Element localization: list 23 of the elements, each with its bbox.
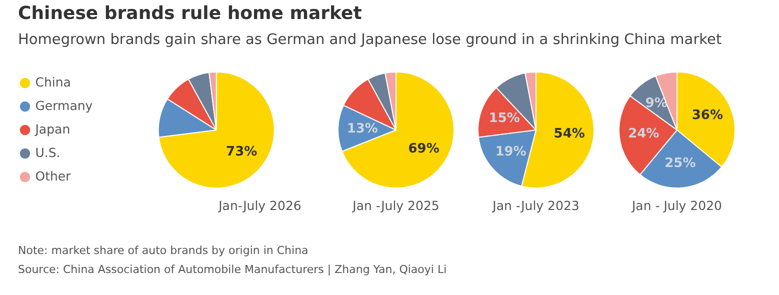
- data-label: 54%: [554, 126, 585, 142]
- data-label: 36%: [692, 108, 723, 124]
- text: Note: market share of auto brands by origin in China: [18, 244, 308, 257]
- legend-label: Germany: [35, 98, 94, 113]
- slice-label: Jan - July 2020: [630, 198, 723, 213]
- source-note: Source: China Association of Automobile Manufacturers | Zhang Yan, Qiaoyi Li: [18, 263, 447, 276]
- data-label: 69%: [408, 141, 440, 156]
- data-label: 24%: [628, 126, 660, 142]
- slice-label: Jan-July 2026: [217, 198, 302, 213]
- chart-title: Chinese brands rule home market: [18, 3, 362, 24]
- data-label: 13%: [346, 121, 378, 136]
- legend-label: China: [35, 74, 71, 90]
- legend-label: Other: [35, 168, 72, 184]
- slice-label: Jan -July 2023: [491, 198, 580, 213]
- data-label: 25%: [664, 156, 696, 171]
- data-label: 15%: [488, 110, 520, 126]
- data-label: 73%: [226, 144, 258, 160]
- slice-label: Jan -July 2025: [351, 198, 440, 213]
- data-label: 19%: [495, 144, 526, 160]
- data-label: 9%: [645, 96, 668, 111]
- legend-label: U.S.: [35, 144, 60, 160]
- chart-subtitle: Homegrown brands gain share as German and Japanese lose ground in a shrinking China market: [18, 32, 722, 48]
- legend-label: Japan: [34, 121, 70, 136]
